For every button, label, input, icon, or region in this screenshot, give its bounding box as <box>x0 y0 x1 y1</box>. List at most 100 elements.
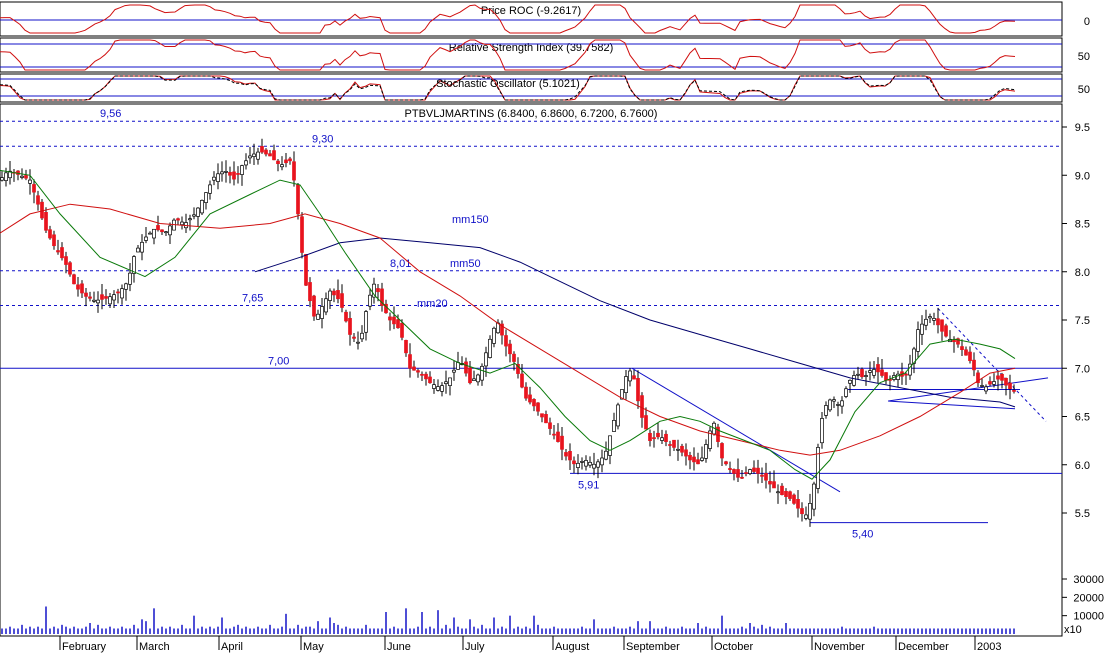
candle-body-down <box>76 284 80 290</box>
candle-body-up <box>188 218 192 221</box>
candle-body-up <box>708 430 712 449</box>
candle <box>200 199 204 216</box>
candle <box>808 493 812 527</box>
candle <box>624 369 628 400</box>
candle <box>112 290 116 308</box>
candle <box>872 360 876 379</box>
candle <box>288 156 292 165</box>
candle <box>212 171 216 186</box>
candle-body-down <box>560 435 564 450</box>
candle-body-down <box>736 469 740 478</box>
candle-body-up <box>820 418 824 444</box>
candle <box>876 357 880 384</box>
candle-body-up <box>248 155 252 159</box>
price-title: PTBVLJMARTINS (6.8400, 6.8600, 6.7200, 6… <box>405 108 658 120</box>
candle-body-down <box>352 336 356 339</box>
candle <box>744 466 748 477</box>
candle-body-down <box>416 370 420 373</box>
candle <box>232 161 236 186</box>
candle <box>732 468 736 481</box>
candle <box>588 456 592 468</box>
candle <box>520 363 524 389</box>
moving-average-labels: mm150 mm50 mm20 <box>417 214 489 310</box>
candle-body-down <box>380 288 384 306</box>
candle <box>264 148 268 157</box>
candle-body-up <box>476 374 480 383</box>
candle-body-down <box>544 414 548 424</box>
candle-body-down <box>288 158 292 162</box>
candle-body-down <box>52 234 56 247</box>
candle-body-down <box>536 402 540 412</box>
candle <box>740 469 744 479</box>
candle-body-down <box>784 491 788 497</box>
candle-body-down <box>996 375 1000 380</box>
price-axis-ticks: 9.5 9.0 8.5 8.0 7.5 7.0 6.5 6.0 5.5 <box>1062 122 1090 520</box>
candle <box>136 245 140 253</box>
candle <box>824 401 828 419</box>
candle-body-up <box>920 323 924 335</box>
candle <box>704 439 708 463</box>
candle <box>412 360 416 371</box>
candle <box>820 412 824 449</box>
candle <box>52 230 56 250</box>
candle-body-down <box>376 288 380 293</box>
candle-body-down <box>988 381 992 385</box>
candle-body-down <box>740 476 744 479</box>
price-tick-label: 8.0 <box>1075 267 1090 279</box>
candle-body-up <box>136 247 140 253</box>
candle <box>672 439 676 452</box>
candle-body-down <box>780 485 784 496</box>
candle-body-up <box>0 177 4 181</box>
candle-body-up <box>440 385 444 392</box>
candle-body-down <box>800 508 804 515</box>
level-label: 9,56 <box>100 108 121 120</box>
candle-body-down <box>1000 373 1004 381</box>
price-tick-label: 9.0 <box>1075 170 1090 182</box>
candle <box>988 376 992 387</box>
candle <box>524 382 528 401</box>
candle <box>68 261 72 277</box>
candle <box>188 214 192 231</box>
candle-body-down <box>24 175 28 179</box>
candle-body-down <box>300 216 304 253</box>
trendline-dashed <box>937 308 1047 422</box>
candle-body-up <box>360 332 364 340</box>
candle <box>944 323 948 338</box>
candle-body-down <box>552 433 556 436</box>
candle-body-up <box>620 389 624 400</box>
candle <box>72 273 76 285</box>
candle-body-up <box>120 288 124 299</box>
candle-body-down <box>468 367 472 384</box>
candle <box>984 384 988 395</box>
candle-body-up <box>700 457 704 461</box>
candle-body-up <box>204 192 208 203</box>
candle-body-up <box>316 313 320 320</box>
candlesticks <box>0 138 1016 527</box>
candle-body-down <box>40 201 44 219</box>
roc-panel: Price ROC (-9.2617) 0 <box>0 1 1090 37</box>
candle-body-down <box>756 467 760 474</box>
candle-body-up <box>832 399 836 402</box>
candle-body-down <box>68 262 72 275</box>
candle <box>684 443 688 466</box>
candle <box>508 339 512 363</box>
candle <box>840 396 844 414</box>
candle <box>44 207 48 233</box>
candle <box>160 229 164 235</box>
candle <box>408 343 412 378</box>
candle <box>968 346 972 364</box>
candle-body-down <box>940 319 944 332</box>
candle-body-up <box>256 151 260 160</box>
trendlines <box>631 308 1049 493</box>
candle <box>928 313 932 324</box>
month-label: April <box>221 641 243 653</box>
candle-body-down <box>520 373 524 388</box>
volume-multiplier-label: x10 <box>1064 624 1082 636</box>
candle <box>208 180 212 200</box>
candle-body-up <box>488 338 492 358</box>
candle <box>500 320 504 345</box>
candle <box>224 160 228 183</box>
candle <box>480 363 484 386</box>
candle <box>504 329 508 357</box>
candle-body-down <box>296 184 300 215</box>
